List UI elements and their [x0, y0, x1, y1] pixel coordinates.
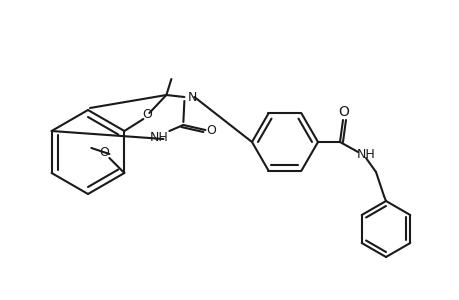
- Text: NH: NH: [150, 130, 168, 143]
- Text: NH: NH: [356, 148, 375, 160]
- Text: O: O: [338, 105, 349, 119]
- Text: O: O: [206, 124, 216, 136]
- Text: N: N: [187, 91, 196, 103]
- Text: O: O: [142, 107, 152, 121]
- Text: O: O: [99, 146, 109, 158]
